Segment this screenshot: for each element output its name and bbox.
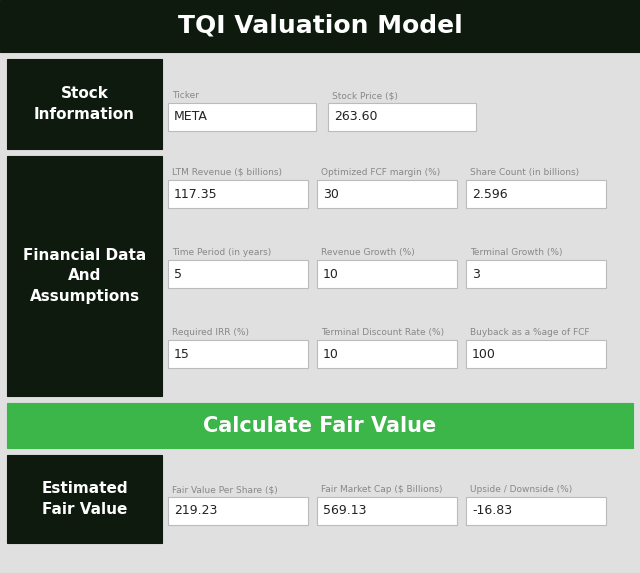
Text: Buyback as a %age of FCF: Buyback as a %age of FCF [470, 328, 589, 337]
Text: 15: 15 [174, 347, 190, 360]
Bar [7, 156, 633, 396]
Text: Calculate Fair Value: Calculate Fair Value [204, 415, 436, 435]
Bar [466, 340, 606, 368]
Bar [168, 340, 308, 368]
Bar [168, 260, 308, 288]
Bar [168, 103, 316, 131]
Text: 569.13: 569.13 [323, 504, 367, 517]
Text: 3: 3 [472, 268, 480, 281]
Bar [317, 497, 457, 525]
Bar [7, 59, 633, 149]
Bar [328, 103, 476, 131]
Text: Fair Market Cap ($ Billions): Fair Market Cap ($ Billions) [321, 485, 442, 494]
Text: Stock
Information: Stock Information [34, 86, 135, 122]
Bar [466, 180, 606, 208]
Text: 117.35: 117.35 [174, 187, 218, 201]
Text: Optimized FCF margin (%): Optimized FCF margin (%) [321, 168, 440, 177]
Bar [466, 260, 606, 288]
Bar [7, 455, 633, 543]
Bar [7, 156, 162, 396]
Text: 30: 30 [323, 187, 339, 201]
Text: Terminal Growth (%): Terminal Growth (%) [470, 248, 563, 257]
Text: Terminal Discount Rate (%): Terminal Discount Rate (%) [321, 328, 444, 337]
Text: 10: 10 [323, 268, 339, 281]
Text: Required IRR (%): Required IRR (%) [172, 328, 249, 337]
Text: Share Count (in billions): Share Count (in billions) [470, 168, 579, 177]
Text: LTM Revenue ($ billions): LTM Revenue ($ billions) [172, 168, 282, 177]
Text: 263.60: 263.60 [334, 111, 378, 124]
Text: 219.23: 219.23 [174, 504, 218, 517]
Bar [317, 180, 457, 208]
Bar [168, 497, 308, 525]
Text: Fair Value Per Share ($): Fair Value Per Share ($) [172, 485, 278, 494]
Text: Time Period (in years): Time Period (in years) [172, 248, 271, 257]
Text: Stock Price ($): Stock Price ($) [332, 91, 398, 100]
Text: Financial Data
And
Assumptions: Financial Data And Assumptions [23, 248, 146, 304]
Bar [317, 340, 457, 368]
Text: 2.596: 2.596 [472, 187, 508, 201]
Text: Estimated
Fair Value: Estimated Fair Value [41, 481, 128, 517]
Bar [168, 180, 308, 208]
Text: META: META [174, 111, 208, 124]
Bar [7, 455, 162, 543]
Text: Upside / Downside (%): Upside / Downside (%) [470, 485, 572, 494]
Text: 5: 5 [174, 268, 182, 281]
Text: -16.83: -16.83 [472, 504, 512, 517]
Bar [466, 497, 606, 525]
Text: Ticker: Ticker [172, 91, 199, 100]
Bar [7, 59, 162, 149]
Text: TQI Valuation Model: TQI Valuation Model [178, 14, 462, 38]
Text: Revenue Growth (%): Revenue Growth (%) [321, 248, 415, 257]
Text: 100: 100 [472, 347, 496, 360]
Bar [0, 0, 640, 52]
Bar [7, 403, 633, 448]
Text: 10: 10 [323, 347, 339, 360]
Bar [317, 260, 457, 288]
